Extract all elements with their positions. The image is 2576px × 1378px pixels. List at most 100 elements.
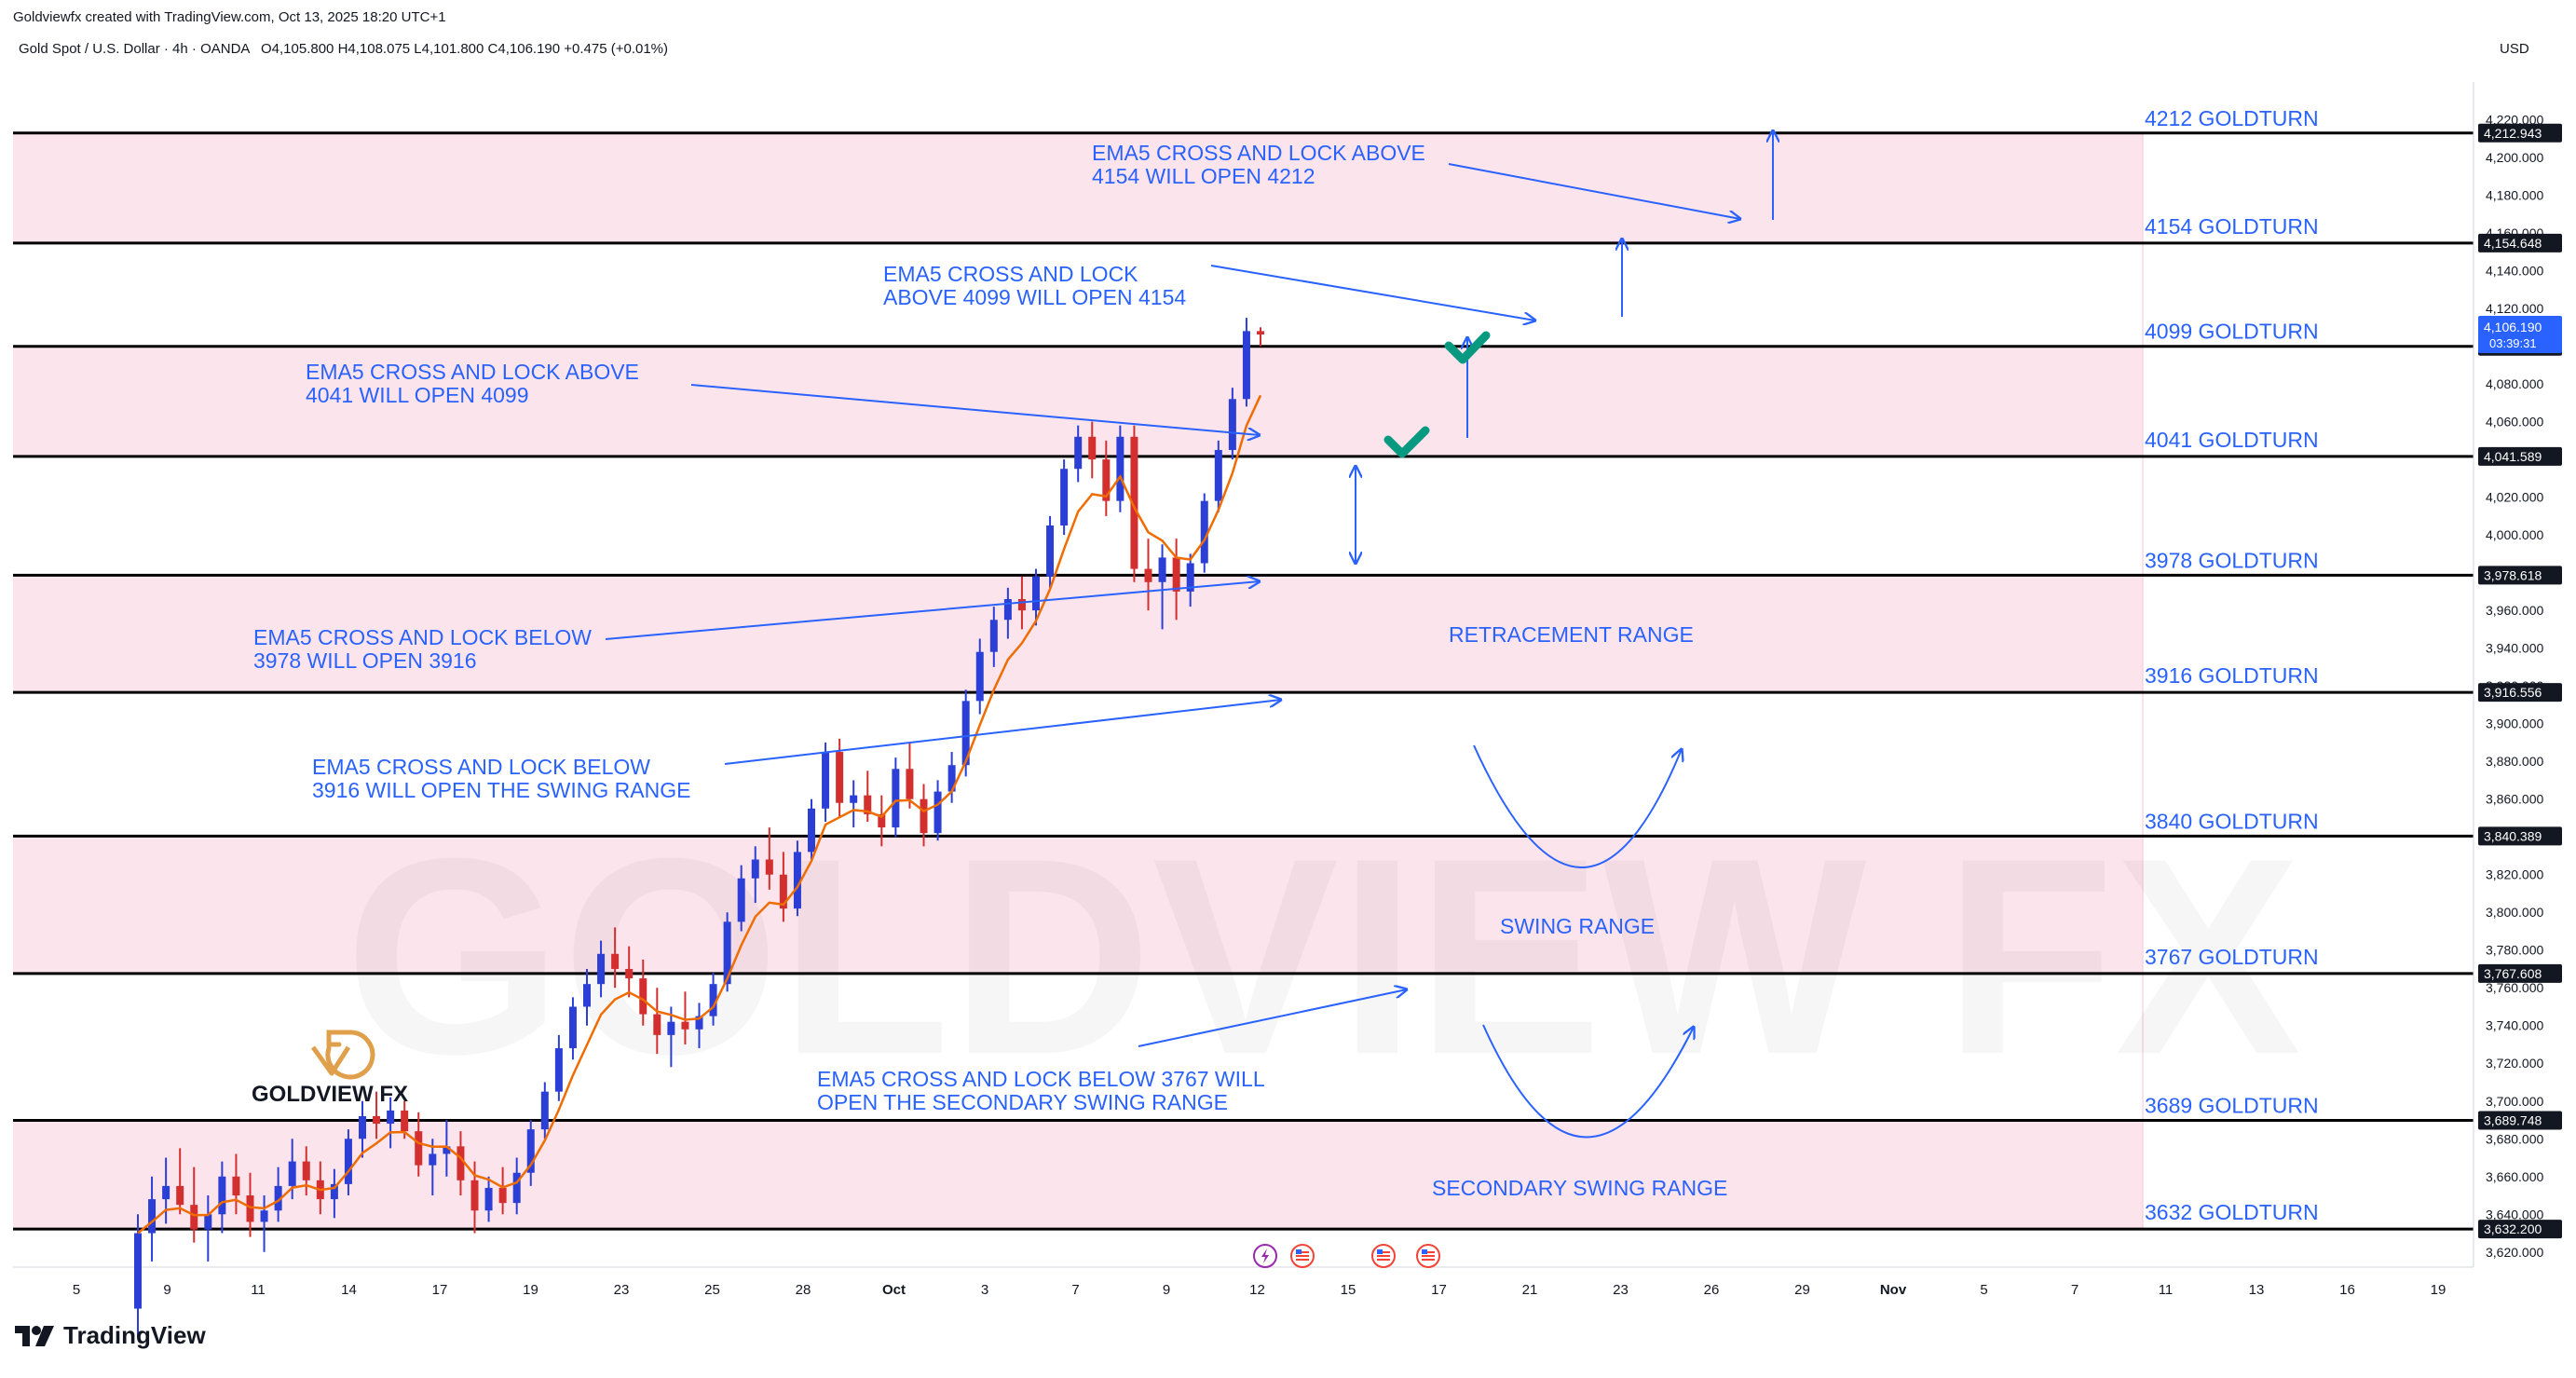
- x-tick-label: 28: [796, 1282, 811, 1298]
- annotation-text: EMA5 CROSS AND LOCK ABOVE: [1092, 141, 1425, 165]
- x-tick-label: 21: [1522, 1282, 1538, 1298]
- candle-body: [1144, 568, 1152, 582]
- credit-line: Goldviewfx created with TradingView.com,…: [13, 9, 446, 25]
- goldturn-label: 4099 GOLDTURN: [2145, 320, 2319, 344]
- y-tick-label: 4,220.000: [2486, 113, 2543, 128]
- y-tick-label: 4,140.000: [2486, 264, 2543, 279]
- candle-body: [583, 984, 591, 1007]
- flag-stripe: [1296, 1255, 1309, 1257]
- candle-body: [709, 984, 717, 1016]
- candle-body: [540, 1091, 549, 1130]
- candle-body: [148, 1199, 157, 1234]
- candle-body: [1074, 436, 1083, 470]
- x-tick-label: 7: [1071, 1282, 1079, 1298]
- goldview-pin-icon: [310, 1045, 351, 1076]
- annotation-text: OPEN THE SECONDARY SWING RANGE: [817, 1090, 1228, 1114]
- flag-stripe: [1296, 1259, 1309, 1261]
- goldturn-zone: [13, 575, 2143, 693]
- price-label-box: [2478, 826, 2562, 846]
- candle-body: [415, 1131, 423, 1166]
- price-label-box: [2478, 123, 2562, 143]
- candle-body: [1060, 469, 1069, 525]
- candle-body: [751, 859, 759, 879]
- candle-body: [204, 1214, 212, 1230]
- price-label-box: [2478, 683, 2562, 703]
- price-label: 4,154.648: [2484, 236, 2542, 251]
- y-tick-label: 3,640.000: [2486, 1207, 2543, 1221]
- range-label: SWING RANGE: [1500, 914, 1655, 938]
- candle-body: [850, 795, 858, 803]
- current-price-label: 4,106.190: [2484, 320, 2542, 334]
- goldview-logo-text: GOLDVIEW FX: [252, 1082, 408, 1107]
- range-label: SECONDARY SWING RANGE: [1432, 1176, 1727, 1200]
- candle-body: [653, 1014, 661, 1035]
- candle-body: [568, 1006, 577, 1049]
- x-tick-label: 16: [2339, 1282, 2355, 1298]
- x-tick-label: 5: [73, 1282, 80, 1298]
- y-tick-label: 3,800.000: [2486, 905, 2543, 920]
- candle-body: [822, 752, 830, 809]
- price-label: 4,212.943: [2484, 126, 2542, 141]
- candle-body: [975, 651, 984, 702]
- candle-body: [639, 978, 647, 1015]
- goldview-logo-icon: [325, 1030, 375, 1080]
- y-tick-label: 3,720.000: [2486, 1056, 2543, 1071]
- candle-body: [737, 878, 745, 922]
- candle-body: [695, 1016, 703, 1030]
- tradingview-logo-icon: [15, 1325, 54, 1346]
- annotation-arrow: [1210, 265, 1535, 321]
- candle-body: [1003, 598, 1012, 621]
- y-tick-label: 3,680.000: [2486, 1131, 2543, 1146]
- annotation-arrow: [605, 581, 1260, 640]
- candle-body: [554, 1048, 563, 1092]
- x-tick-label: 3: [981, 1282, 988, 1298]
- current-price-box: [2478, 316, 2562, 354]
- candle-body: [457, 1146, 465, 1180]
- price-label: 3,978.618: [2484, 567, 2542, 582]
- candle-body: [779, 874, 787, 909]
- candle-body: [934, 791, 942, 834]
- annotation-arrow: [724, 700, 1281, 765]
- flag-stripe: [1377, 1251, 1390, 1253]
- goldturn-zone: [13, 132, 2143, 243]
- candle-body: [667, 1021, 675, 1035]
- candle-body: [260, 1210, 268, 1222]
- candle-body: [947, 765, 956, 792]
- candle-body: [681, 1021, 689, 1030]
- x-tick-label: Nov: [1880, 1282, 1907, 1298]
- flag-stripe: [1296, 1251, 1309, 1253]
- candle-body: [1116, 436, 1124, 501]
- candle-body: [1186, 563, 1194, 592]
- price-label-box: [2478, 566, 2562, 585]
- y-tick-label: 3,860.000: [2486, 792, 2543, 807]
- candle-body: [836, 752, 844, 803]
- y-tick-label: 3,900.000: [2486, 716, 2543, 731]
- goldturn-label: 3978 GOLDTURN: [2145, 548, 2319, 572]
- candle-body: [162, 1185, 170, 1200]
- x-tick-label: 7: [2071, 1282, 2079, 1298]
- candle-body: [961, 701, 970, 766]
- candle-body: [1257, 331, 1264, 335]
- x-tick-label: 12: [1249, 1282, 1265, 1298]
- x-tick-label: 25: [704, 1282, 720, 1298]
- candle-body: [989, 620, 998, 652]
- annotation-text: EMA5 CROSS AND LOCK: [883, 262, 1138, 286]
- goldturn-zone: [13, 836, 2143, 974]
- candle-body: [611, 953, 620, 969]
- tradingview-footer[interactable]: TradingView: [13, 1321, 206, 1350]
- symbol-title[interactable]: Gold Spot / U.S. Dollar · 4h · OANDA: [19, 41, 251, 57]
- price-label: 3,767.608: [2484, 966, 2542, 981]
- candle-body: [1228, 399, 1236, 450]
- candle-body: [387, 1110, 395, 1125]
- y-tick-label: 4,120.000: [2486, 301, 2543, 316]
- y-tick-label: 4,000.000: [2486, 527, 2543, 542]
- candle-body: [1242, 331, 1250, 400]
- price-label-box: [2478, 1111, 2562, 1130]
- currency-label[interactable]: USD: [2500, 41, 2529, 57]
- candle-body: [1046, 525, 1055, 577]
- candle-body: [498, 1187, 507, 1204]
- y-tick-label: 3,620.000: [2486, 1245, 2543, 1260]
- range-label: RETRACEMENT RANGE: [1449, 622, 1694, 647]
- candle-body: [218, 1176, 226, 1215]
